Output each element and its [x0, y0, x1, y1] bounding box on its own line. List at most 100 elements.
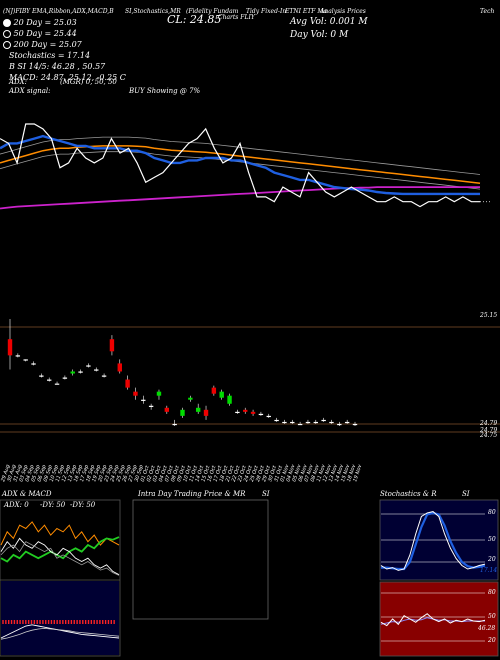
date-tick-label: 29 Oct [261, 464, 272, 483]
candle [70, 369, 75, 376]
candle-body [62, 377, 68, 379]
candle-price-label-top: 25.15 [480, 312, 498, 319]
date-tick-label: 15 Nov [340, 463, 352, 483]
candle-panel [0, 319, 500, 433]
date-tick-label: 12 Sep [61, 464, 72, 482]
date-tick-label: 17 Oct [213, 464, 224, 483]
candle-body [133, 391, 138, 396]
date-tick-label: 09 Sep [43, 464, 54, 482]
candle [101, 373, 107, 378]
date-tick-label: 04 Oct [158, 464, 169, 483]
ema50-swatch [3, 30, 11, 38]
date-tick-label: 25 Oct [249, 464, 260, 483]
candle [258, 411, 264, 416]
series-close [0, 123, 480, 208]
candle-body [141, 399, 146, 401]
candle-body [188, 397, 193, 400]
band-line-2 [0, 151, 481, 190]
date-tick-label: 20 Sep [97, 464, 108, 482]
candle [164, 405, 170, 414]
candle-body [290, 421, 295, 424]
date-tick-label: 16 Sep [73, 464, 84, 482]
candle [235, 409, 240, 414]
candle [321, 417, 326, 422]
candle-body [219, 391, 224, 398]
candle [211, 385, 217, 396]
candle [133, 387, 138, 400]
candle-body [94, 369, 99, 371]
ema20-legend: 20 Day = 25.03 [3, 19, 77, 27]
candle [148, 403, 154, 410]
date-tick-label: 24 Sep [109, 464, 120, 482]
date-tick-label: 02 Oct [146, 464, 157, 483]
adx-label: ADX: [9, 78, 28, 86]
date-tick-label: 10 Oct [182, 464, 193, 483]
candle [109, 335, 115, 356]
buy-signal: BUY Showing @ 7% [129, 87, 201, 95]
band-line-1 [0, 136, 481, 175]
date-tick-label: 05 Nov [291, 463, 303, 483]
date-tick-label: 31 Oct [273, 464, 284, 483]
candle-body [47, 379, 52, 381]
candle-body [344, 421, 350, 424]
date-tick-label: 04 Sep [24, 464, 35, 482]
stoch-k-line [380, 511, 486, 571]
date-tick-label: 16 Oct [206, 464, 217, 483]
mdy-value-label: -DY: 50 [70, 501, 96, 509]
candle [290, 419, 295, 424]
candle [188, 395, 193, 402]
candle-body [195, 407, 201, 412]
candle-body [250, 411, 256, 414]
date-tick-label: 15 Oct [200, 464, 211, 483]
adx-macd-title: ADX & MACD [2, 490, 52, 498]
header-line-4: Tidy Fixed-In [246, 8, 287, 15]
date-tick-label: 19 Sep [91, 464, 102, 482]
si-line [380, 613, 486, 627]
date-tick-label: 08 Oct [170, 464, 181, 483]
si-tick-50: 50 [488, 613, 496, 620]
candle-body [227, 395, 232, 404]
intraday-title: Intra Day Trading Price & MR [138, 490, 246, 498]
ema200-legend: 200 Day = 25.07 [3, 41, 82, 49]
candle-body [109, 339, 115, 352]
date-tick-label: 06 Sep [37, 464, 48, 482]
candle-price-label-3: 24.75 [480, 432, 498, 439]
date-tick-label: 23 Oct [237, 464, 248, 483]
date-tick-label: 31 Aug [12, 464, 23, 483]
date-tick-label: 18 Oct [219, 464, 230, 483]
candle-body [125, 379, 130, 388]
candle [7, 319, 13, 370]
stoch-tick-20: 20 [488, 556, 496, 563]
candle-body [148, 405, 154, 407]
ema200-swatch [3, 41, 11, 49]
candle [297, 421, 303, 426]
candle [195, 403, 201, 414]
header-line: (NJ)FIBY EMA,Ribbon,ADX,MACD,B [3, 8, 114, 15]
candle-body [86, 365, 91, 367]
series-ema50 [0, 145, 481, 185]
date-tick-label: 13 Nov [328, 463, 340, 483]
candle [352, 421, 358, 426]
intraday-si-label: SI [262, 490, 270, 498]
series-ema200 [0, 186, 480, 210]
minus-di-line [0, 537, 120, 576]
candle-price-label-2: 24.79 [480, 427, 498, 434]
date-tick-label: 01 Oct [140, 464, 151, 483]
candle [305, 419, 311, 424]
adx-lines [0, 521, 120, 640]
candle [250, 409, 256, 416]
stoch-title: Stochastics & R [380, 490, 437, 498]
candle [94, 367, 99, 372]
candle-body [101, 375, 107, 377]
stoch-value: 17.14 [480, 567, 498, 574]
candle-body [258, 413, 264, 416]
candle-body [211, 387, 217, 394]
date-tick-label: 07 Nov [304, 463, 316, 483]
candle [329, 419, 334, 424]
stochastics-readout: Stochastics = 17.14 [9, 51, 91, 60]
candle-body [7, 339, 13, 356]
header-line-3: (Fidelity Fundam [186, 8, 239, 15]
candle-body [156, 391, 162, 396]
close-tail: Charts FLIY [218, 14, 255, 21]
candle-body [117, 363, 122, 372]
